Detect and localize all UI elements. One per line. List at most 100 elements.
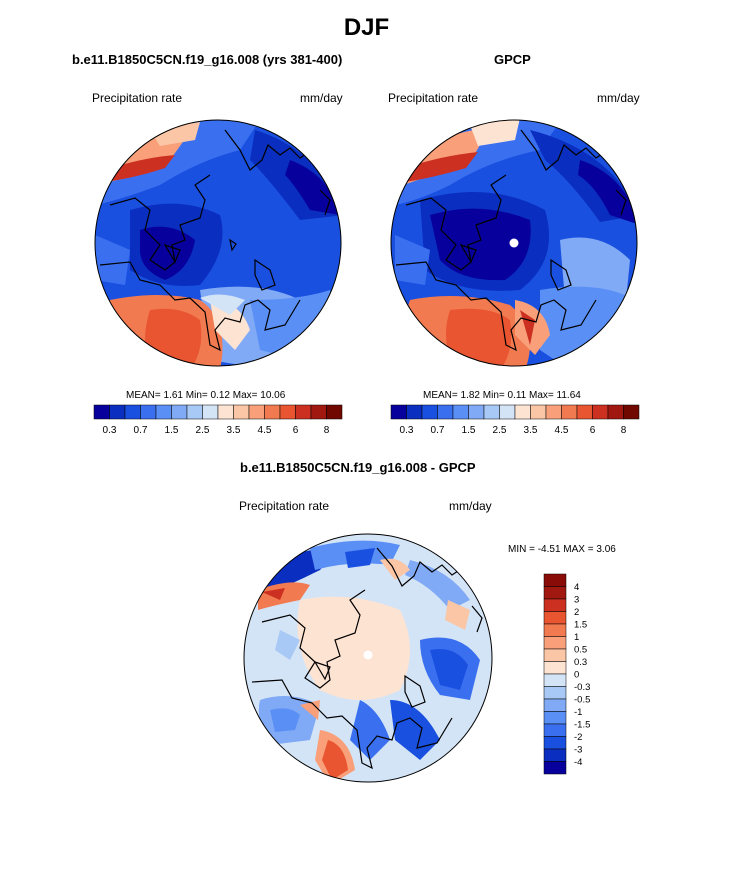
panel2-colorbar-tick-label: 3.5: [524, 425, 538, 436]
panel1-right-label: mm/day: [300, 91, 343, 105]
panel2-min-value: 0.11: [507, 390, 527, 401]
panel3-colorbar-swatch: [543, 611, 567, 625]
panel2-colorbar-tick-label: 8: [621, 425, 627, 436]
panel2-colorbar-tick-label: 2.5: [493, 425, 507, 436]
panel3-title: b.e11.B1850C5CN.f19_g16.008 - GPCP: [240, 460, 476, 475]
panel2-min-label: Min=: [482, 390, 505, 401]
panel2-left-label: Precipitation rate: [388, 91, 479, 105]
panel2-colorbar-swatch: [530, 404, 547, 420]
panel1-colorbar-swatch: [109, 404, 126, 420]
panel2-max-label: Max=: [529, 390, 554, 401]
panel1-coastlines: [99, 129, 331, 352]
panel1-min-label: Min=: [185, 390, 208, 401]
panel1-colorbar-swatch: [326, 404, 343, 420]
panel2-colorbar-swatch: [561, 404, 578, 420]
panel2-pole-mask: [509, 238, 519, 248]
panel3-right-label: mm/day: [449, 499, 492, 513]
panel3-colorbar-tick-label: 1.5: [574, 620, 587, 631]
panel3-colorbar-swatch: [543, 698, 567, 712]
panel1-colorbar-tick-label: 3.5: [227, 425, 241, 436]
panel3-colorbar-tick-label: 2: [574, 607, 579, 618]
panel1-map-border: [94, 119, 342, 367]
panel2-colorbar-swatch: [576, 404, 593, 420]
panel2-colorbar-swatch: [592, 404, 609, 420]
panel2-colorbar-swatch: [421, 404, 438, 420]
panel3-colorbar-tick-label: 4: [574, 582, 579, 593]
panel3-colorbar-tick-label: 0.3: [574, 657, 587, 668]
panel1-colorbar-swatch: [186, 404, 203, 420]
panel3-colorbar-swatch: [543, 711, 567, 725]
panel3-colorbar-swatch: [543, 623, 567, 637]
panel2-colorbar-swatch: [406, 404, 423, 420]
panel1-colorbar-swatch: [248, 404, 265, 420]
panel2-colorbar-swatch: [390, 404, 407, 420]
panel1-colorbar-swatch: [171, 404, 188, 420]
panel1-colorbar-swatch: [310, 404, 327, 420]
panel1-stats: MEAN= 1.61 Min= 0.12 Max= 10.06: [126, 390, 285, 401]
panel1-colorbar-swatch: [202, 404, 219, 420]
panel2-colorbar-tick-label: 6: [590, 425, 596, 436]
panel3-colorbar-tick-label: -2: [574, 732, 582, 743]
panel3-colorbar-swatch: [543, 661, 567, 675]
panel2-colorbar-swatch: [452, 404, 469, 420]
panel1-mean-value: 1.61: [163, 390, 183, 401]
panel1-colorbar-tick-label: 8: [324, 425, 330, 436]
panel2-right-label: mm/day: [597, 91, 640, 105]
panel1-max-value: 10.06: [260, 390, 286, 401]
panel2-colorbar-swatch: [607, 404, 624, 420]
panel3-colorbar-tick-label: -1.5: [574, 720, 590, 731]
panel3-colorbar-tick-label: -4: [574, 757, 582, 768]
panel1-colorbar-swatch: [279, 404, 296, 420]
panel3-colorbar-swatch: [543, 598, 567, 612]
panel3-colorbar-swatch: [543, 748, 567, 762]
panel2-mean-value: 1.82: [460, 390, 480, 401]
panel2-coastlines: [395, 129, 627, 352]
panel3-colorbar-tick-label: -1: [574, 707, 582, 718]
panel3-colorbar-swatch: [543, 586, 567, 600]
panel1-colorbar-tick-label: 0.3: [103, 425, 117, 436]
panel3-colorbar-tick-label: 1: [574, 632, 579, 643]
panel2-colorbar-swatch: [545, 404, 562, 420]
panel2-colorbar-tick-label: 4.5: [555, 425, 569, 436]
panel3-colorbar-tick-label: 3: [574, 595, 579, 606]
panel2-colorbar-tick-label: 0.7: [431, 425, 445, 436]
panel1-colorbar-swatch: [140, 404, 157, 420]
panel1-max-label: Max=: [232, 390, 258, 401]
panel1-colorbar: 0.3 0.7 1.5 2.5 3.5 4.5 6 8: [93, 404, 343, 436]
panel1-colorbar-swatch: [155, 404, 172, 420]
panel3-colorbar-swatch: [543, 736, 567, 750]
panel3-colorbar-swatch: [543, 636, 567, 650]
panel3-colorbar-swatch: [543, 761, 567, 775]
panel3-colorbar-swatch: [543, 686, 567, 700]
panel1-mean-label: MEAN=: [126, 390, 161, 401]
panel2-colorbar-swatch: [437, 404, 454, 420]
panel1-left-label: Precipitation rate: [92, 91, 183, 105]
panel1-min-value: 0.12: [210, 390, 230, 401]
panel2-title: GPCP: [494, 52, 531, 67]
panel3-colorbar-swatch: [543, 673, 567, 687]
panel3-left-label: Precipitation rate: [239, 499, 330, 513]
panel3-colorbar-tick-label: -0.5: [574, 695, 590, 706]
panel2-colorbar-tick-label: 0.3: [400, 425, 414, 436]
panel1-colorbar-swatch: [124, 404, 141, 420]
panel2-colorbar-swatch: [483, 404, 500, 420]
panel3-coastlines: [251, 547, 483, 770]
panel3-colorbar-tick-label: 0.5: [574, 645, 587, 656]
panel1-colorbar-swatch: [264, 404, 281, 420]
panel1-colorbar-tick-label: 2.5: [196, 425, 210, 436]
panel3-colorbar-swatch: [543, 573, 567, 587]
panel1-colorbar-tick-label: 6: [293, 425, 299, 436]
panel3-colorbar: 4 32 1.51 0.50.3 0-0.3 -0.5-1 -1.5-2 -3-4: [543, 573, 590, 775]
panel1-colorbar-swatch: [217, 404, 234, 420]
panel2-colorbar-swatch: [468, 404, 485, 420]
panel2-colorbar-swatch: [499, 404, 516, 420]
panel3-colorbar-swatch: [543, 648, 567, 662]
panel2-colorbar-swatch: [514, 404, 531, 420]
panel1-field: [95, 120, 341, 366]
panel3-map-border: [243, 533, 493, 783]
main-title: DJF: [343, 14, 390, 41]
panel2-field: [391, 120, 637, 366]
panel3-colorbar-tick-label: -0.3: [574, 682, 590, 693]
panel2-colorbar-swatch: [623, 404, 640, 420]
panel2-mean-label: MEAN=: [423, 390, 458, 401]
